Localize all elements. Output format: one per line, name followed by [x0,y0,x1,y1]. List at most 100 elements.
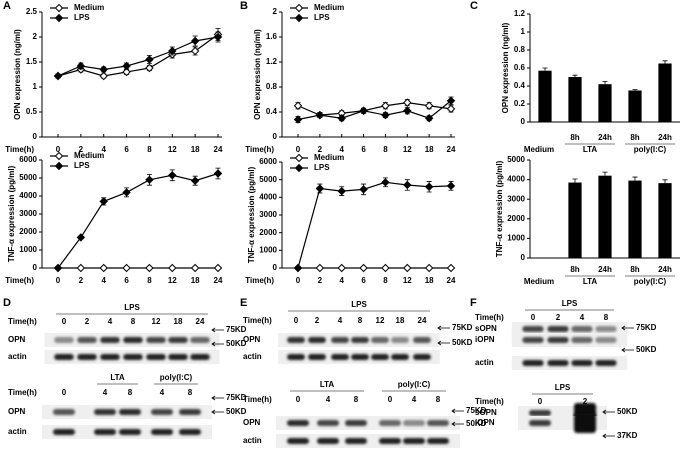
legend-marker [54,13,64,23]
legend-label: Medium [314,153,344,162]
y-tick-label: 2000 [19,227,37,236]
blot-band [308,354,326,360]
point [168,171,177,180]
x-tick-label: 2 [79,276,84,285]
lane-label: 0 [294,316,299,325]
bar [568,77,582,122]
marker-label: 50KD [617,407,638,416]
blot-band [146,337,166,343]
legend-label: Medium [314,3,344,12]
x-tick-label: 4 [339,276,344,285]
point [359,185,368,194]
lane-label: 0 [62,388,67,397]
marker-label: 50KD [452,338,473,347]
legend-label: LPS [74,13,90,22]
lane-label: 24 [196,317,205,326]
y-axis-title: OPN expression (ng/ml) [501,22,510,113]
lane-label: 0 [62,317,67,326]
y-tick-label: 0.4 [266,107,278,116]
row-label: iOPN [475,418,495,427]
lane-label: 0 [538,397,543,406]
point [293,115,303,124]
lane-label: 4 [103,388,108,397]
row-label: OPN [8,335,26,344]
row-label: iOPN [475,335,495,344]
point [403,263,412,273]
blot-strip [276,416,460,430]
row-label: actin [243,352,262,361]
y-tick-label: 2000 [259,228,277,237]
blot-band [379,438,401,444]
x-tick-label: 0 [296,145,301,154]
legend-marker [54,161,64,171]
blot-band [190,337,210,343]
lane-label: 8 [354,395,359,404]
x-tick-label: 6 [361,276,366,285]
blot-band [53,409,75,415]
point [213,263,223,273]
blot-band [413,337,431,343]
y-tick-label: 0.2 [514,99,526,108]
bar [628,180,642,258]
x-tick-label: Medium [524,277,554,286]
blot-band [331,354,349,360]
point [213,169,223,178]
y-tick-label: 3000 [507,194,525,203]
blot-band [94,409,116,415]
blot-time-label: Time(h) [8,317,37,326]
legend-marker [294,3,304,13]
y-tick-label: 2.5 [26,7,38,16]
panel-label: F [470,297,477,309]
y-tick-label: 0 [521,117,526,126]
y-tick-label: 4000 [259,192,277,201]
row-label: sOPN [475,324,497,333]
blot-title: LPS [124,303,140,312]
lane-label: 8 [358,316,363,325]
x-tick-label: 6 [361,145,366,154]
legend-label: Medium [74,151,104,160]
blot-band [287,337,305,343]
row-label: OPN [243,335,261,344]
y-tick-label: 3000 [259,210,277,219]
group-label: poly(I:C) [634,145,667,154]
blot-band [179,409,201,415]
legend-marker [294,163,304,173]
y-tick-label: 0.8 [266,82,278,91]
blot-band [547,360,569,366]
blot-group: poly(I:C) [160,373,193,382]
blot-band [317,420,339,426]
blot-band [151,409,173,415]
blot-band [571,360,593,366]
x-tick-label: 18 [191,276,200,285]
x-tick-label: 24h [658,133,672,142]
x-tick-label: 8h [630,265,639,274]
x-tick-label: 4 [101,276,106,285]
y-tick-label: 2 [273,7,278,16]
point [446,104,456,114]
blot-time-label: Time(h) [243,395,272,404]
series-line [57,36,219,77]
marker-label: 50KD [226,339,247,348]
x-tick-label: 6 [124,145,129,154]
point [145,263,154,273]
lane-label: 4 [160,388,165,397]
error-bar [602,171,608,176]
point [122,67,131,77]
lane-label: 18 [174,317,183,326]
blot-band [371,354,389,360]
error-bar [632,176,638,181]
blot-strip [511,356,628,370]
point [122,61,131,71]
blot-band [123,337,143,343]
point [213,32,223,42]
marker-arrow [437,340,450,346]
error-bar [662,60,668,64]
x-tick-label: 18 [191,145,200,154]
blot-band [522,326,544,332]
panel-label: A [3,0,11,12]
marker-arrow [211,409,224,415]
marker-arrow [602,409,615,415]
blot-band [123,354,143,360]
blot-band [391,354,409,360]
row-label: OPN [243,418,261,427]
